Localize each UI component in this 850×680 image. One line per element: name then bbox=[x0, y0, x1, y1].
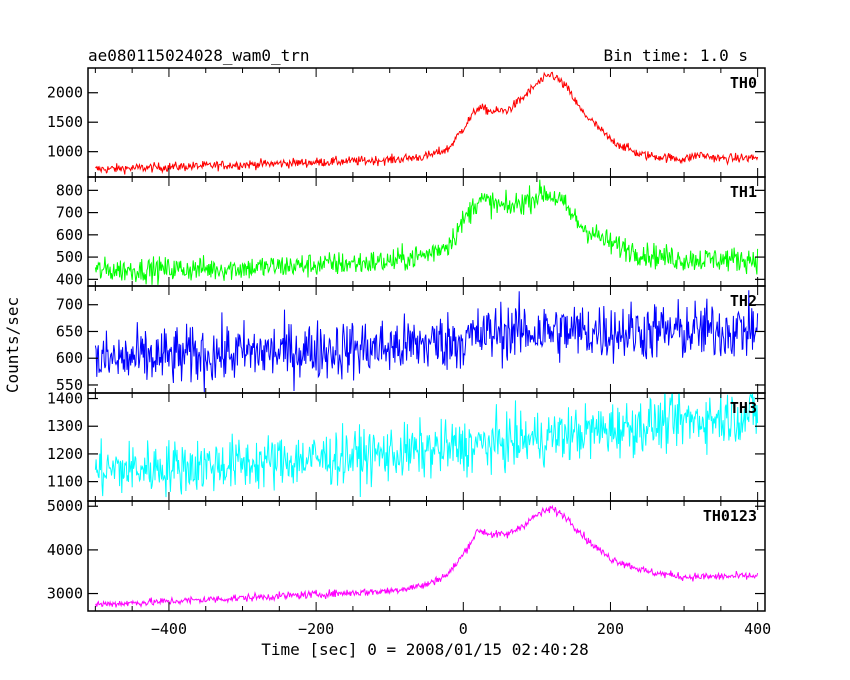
series-th0123-line bbox=[94, 504, 759, 609]
y-tick-label: 550 bbox=[56, 376, 83, 394]
y-tick-label: 1100 bbox=[47, 473, 83, 491]
plot-title: ae080115024028_wam0_trn bbox=[88, 46, 310, 65]
x-tick-label: −400 bbox=[151, 620, 187, 638]
y-tick-label: 1200 bbox=[47, 445, 83, 463]
x-tick-label: −200 bbox=[298, 620, 334, 638]
panel-th0123: 3000 4000 5000 TH0123 bbox=[47, 497, 766, 612]
bin-time-label: Bin time: 1.0 s bbox=[604, 46, 749, 65]
y-tick-label: 1500 bbox=[47, 113, 83, 131]
x-tick-label: 200 bbox=[597, 620, 624, 638]
y-tick-label: 2000 bbox=[47, 84, 83, 102]
y-tick-label: 600 bbox=[56, 226, 83, 244]
panel-th0: 1000 1500 2000 TH0 bbox=[47, 67, 766, 178]
series-name-label: TH3 bbox=[730, 399, 757, 417]
panel-th1: 400 500 600 700 800 TH1 bbox=[56, 176, 766, 288]
x-tick-label: 0 bbox=[459, 620, 468, 638]
y-tick-label: 1400 bbox=[47, 390, 83, 408]
y-tick-label: 800 bbox=[56, 181, 83, 199]
series-name-label: TH1 bbox=[730, 183, 757, 201]
panel-th2: 550 600 650 700 TH2 bbox=[56, 285, 766, 394]
series-th2-line bbox=[94, 290, 759, 393]
y-tick-label: 1000 bbox=[47, 143, 83, 161]
y-tick-label: 650 bbox=[56, 322, 83, 340]
y-tick-label: 600 bbox=[56, 349, 83, 367]
y-tick-label: 5000 bbox=[47, 497, 83, 515]
x-tick-labels: −400 −200 0 200 400 bbox=[151, 620, 771, 638]
y-tick-label: 1300 bbox=[47, 417, 83, 435]
y-axis-label: Counts/sec bbox=[3, 297, 22, 393]
series-name-label: TH0 bbox=[730, 74, 757, 92]
y-tick-label: 700 bbox=[56, 204, 83, 222]
y-tick-label: 4000 bbox=[47, 541, 83, 559]
series-th0-line bbox=[95, 71, 759, 175]
series-name-label: TH0123 bbox=[703, 507, 757, 525]
y-tick-label: 3000 bbox=[47, 585, 83, 603]
x-axis-label: Time [sec] 0 = 2008/01/15 02:40:28 bbox=[261, 640, 589, 659]
series-name-label: TH2 bbox=[730, 292, 757, 310]
series-th3-line bbox=[94, 393, 759, 498]
y-tick-label: 500 bbox=[56, 248, 83, 266]
x-tick-label: 400 bbox=[744, 620, 771, 638]
y-tick-label: 700 bbox=[56, 296, 83, 314]
panel-frame bbox=[87, 67, 766, 178]
panel-th3: 1100 1200 1300 1400 TH3 bbox=[47, 390, 766, 502]
y-tick-label: 400 bbox=[56, 270, 83, 288]
series-th1-line bbox=[94, 179, 759, 285]
panel-frame bbox=[87, 500, 766, 612]
